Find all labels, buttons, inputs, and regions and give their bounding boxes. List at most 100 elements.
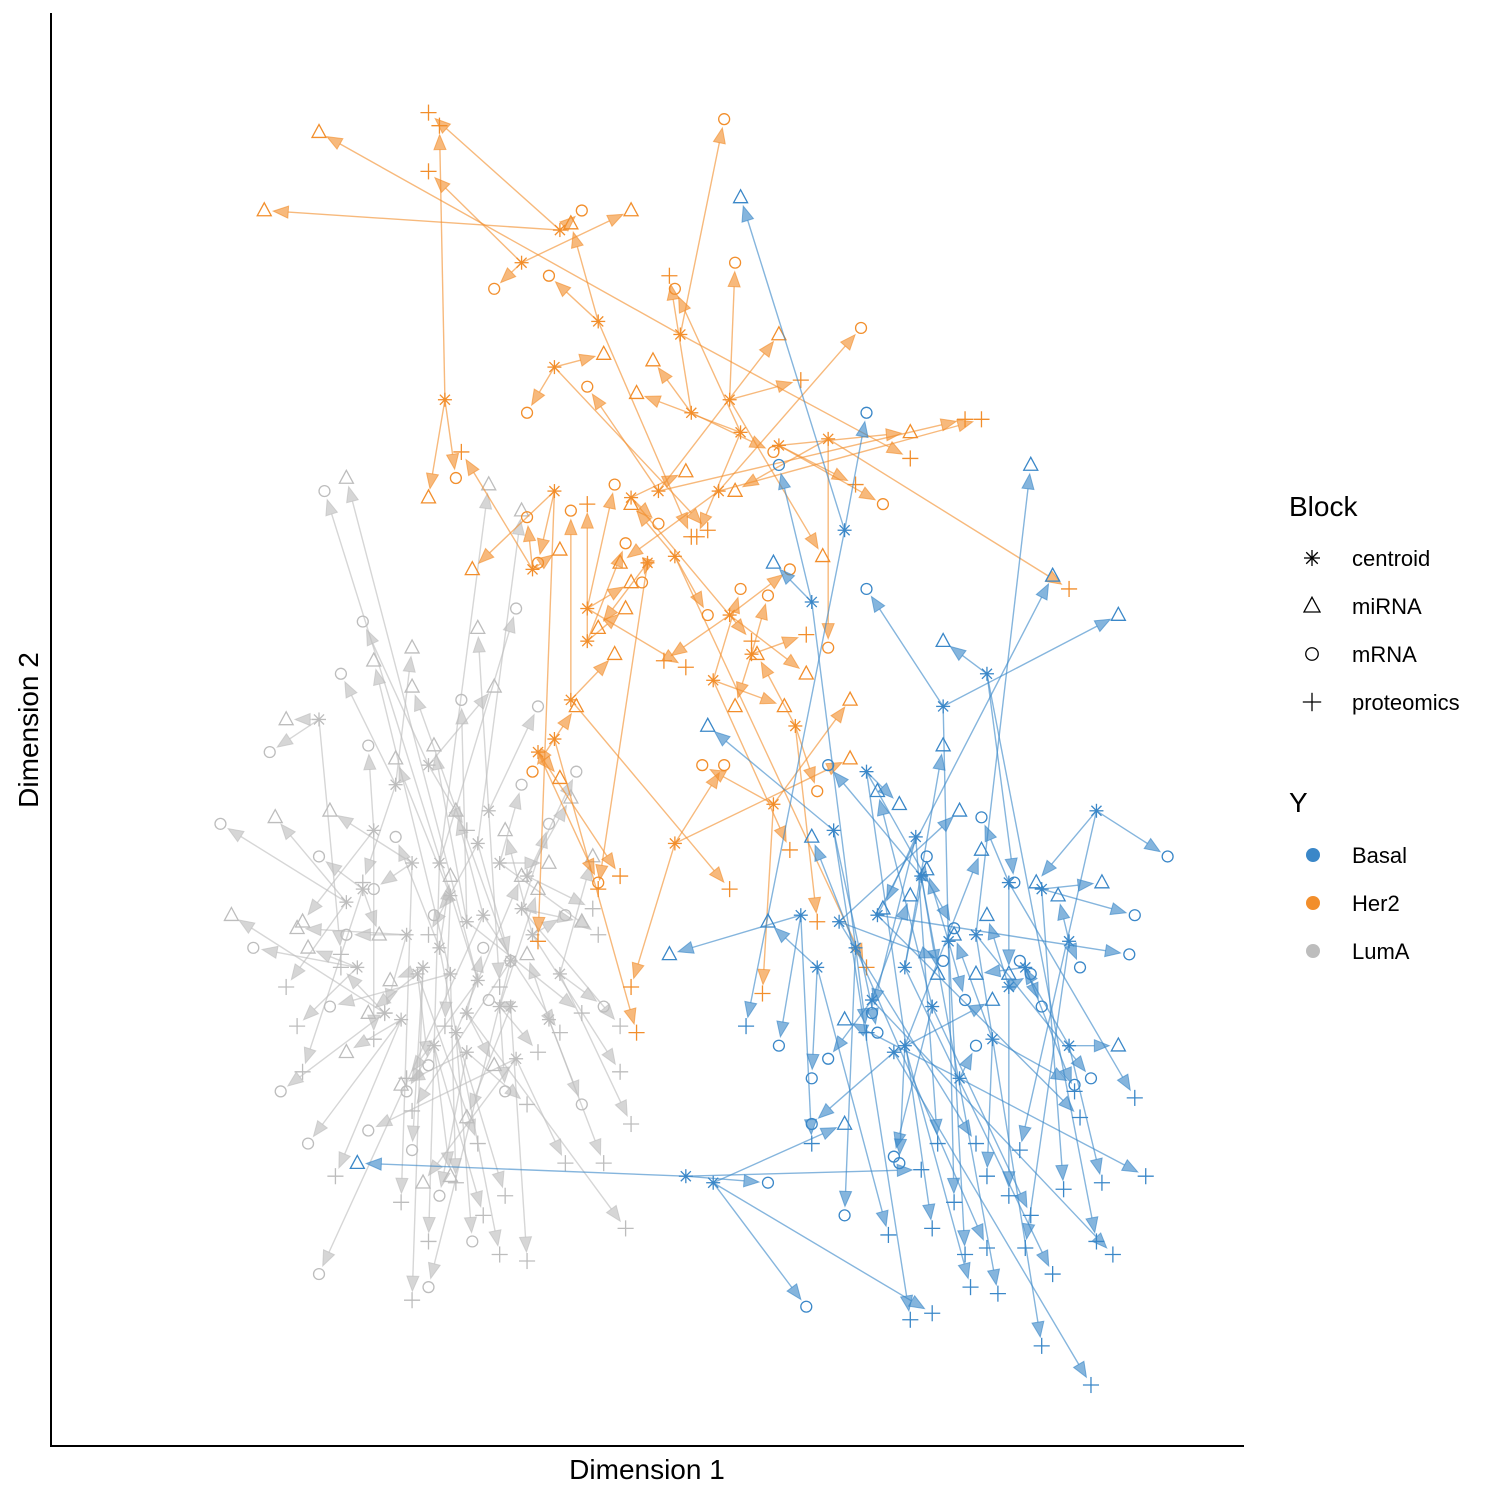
arrowhead-basal-21-mrna bbox=[958, 1052, 973, 1071]
point-basal-4-mrna bbox=[800, 1300, 813, 1313]
point-basal-11-mirna bbox=[935, 736, 952, 752]
point-luma-6-centroid bbox=[399, 927, 414, 942]
arrow-basal-22-mrna bbox=[899, 1045, 906, 1140]
arrowhead-her2-22-mirna bbox=[606, 586, 625, 601]
point-luma-4-mrna bbox=[509, 602, 523, 615]
point-basal-30-proteomics bbox=[1066, 1083, 1083, 1100]
point-luma-14-centroid bbox=[421, 758, 436, 773]
arrowhead-her2-28-mirna bbox=[759, 691, 778, 705]
point-luma-24-mrna bbox=[515, 778, 528, 791]
arrowhead-luma-27-proteomics bbox=[395, 1177, 409, 1195]
point-luma-30-centroid bbox=[388, 777, 403, 792]
point-her2-7-mrna bbox=[542, 269, 556, 282]
point-her2-14-mrna bbox=[635, 576, 649, 589]
arrow-basal-17-mrna bbox=[899, 1006, 933, 1134]
legend-plus-icon bbox=[1302, 692, 1322, 712]
point-luma-8-mirna bbox=[223, 906, 240, 922]
arrow-luma-7-proteomics bbox=[526, 875, 572, 899]
arrowhead-her2-28-mrna bbox=[727, 596, 740, 615]
point-basal-10-mirna bbox=[803, 827, 820, 843]
arrow-luma-3-mrna bbox=[433, 960, 512, 1265]
arrowhead-her2-5-mrna bbox=[499, 267, 517, 284]
point-luma-5-mrna bbox=[312, 1267, 326, 1281]
arrowhead-basal-19-proteomics bbox=[922, 1203, 936, 1221]
point-luma-22-mrna bbox=[405, 1143, 419, 1157]
arrow-basal-9-mirna bbox=[725, 740, 835, 831]
arrowhead-luma-13-proteomics bbox=[601, 1047, 617, 1066]
point-her2-11-mrna bbox=[520, 511, 534, 524]
arrow-basal-20-proteomics bbox=[1041, 889, 1063, 1166]
point-luma-21-centroid bbox=[552, 966, 567, 981]
point-luma-1-mrna bbox=[422, 1059, 435, 1072]
arrowhead-luma-16-mrna bbox=[375, 1113, 394, 1128]
legend-y-item-basal: Basal bbox=[1306, 843, 1407, 868]
arrowhead-basal-24-mirna bbox=[1041, 859, 1058, 877]
arrowhead-her2-10-mirna bbox=[578, 353, 597, 367]
arrowhead-luma-15-mirna bbox=[307, 898, 323, 916]
legend-dot-icon bbox=[1306, 896, 1320, 910]
arrow-basal-27-mrna bbox=[990, 839, 1010, 883]
point-luma-18-centroid bbox=[394, 1012, 409, 1027]
point-luma-32-proteomics bbox=[475, 1207, 492, 1224]
series-basal bbox=[349, 188, 1174, 1394]
arrow-her2-10-proteomics bbox=[553, 366, 692, 514]
arrow-basal-13-proteomics bbox=[871, 999, 1097, 1238]
arrow-luma-18-mirna bbox=[366, 1018, 402, 1041]
arrow-luma-29-mirna bbox=[403, 780, 452, 896]
point-her2-9-mirna bbox=[902, 423, 919, 439]
arrow-basal-13-mrna bbox=[841, 999, 873, 1040]
arrowhead-basal-16-mirna bbox=[778, 568, 796, 586]
arrow-her2-20-mrna bbox=[750, 618, 763, 655]
point-luma-14-proteomics bbox=[458, 822, 475, 839]
arrowhead-luma-19-mirna bbox=[505, 883, 519, 902]
point-her2-5-mirna bbox=[622, 201, 640, 217]
arrowhead-basal-28-mrna bbox=[1049, 1067, 1068, 1082]
point-basal-17-centroid bbox=[925, 999, 940, 1014]
arrowhead-basal-26-proteomics bbox=[929, 1118, 943, 1136]
point-basal-10-proteomics bbox=[978, 1239, 995, 1257]
arrow-basal-6-mrna bbox=[879, 608, 944, 707]
arrow-basal-12-proteomics bbox=[838, 921, 964, 1124]
arrowhead-luma-34-proteomics bbox=[303, 1046, 317, 1065]
arrowhead-luma-32-mirna bbox=[440, 1151, 455, 1169]
arrowhead-luma-8-mrna bbox=[286, 1071, 305, 1087]
arrowhead-her2-16-proteomics bbox=[600, 851, 616, 870]
arrowhead-luma-23-proteomics bbox=[302, 1004, 320, 1021]
arrow-basal-0-proteomics bbox=[750, 530, 846, 1003]
point-her2-22-mirna bbox=[622, 573, 640, 589]
arrow-luma-33-mrna bbox=[488, 727, 529, 812]
arrowhead-luma-8-mirna bbox=[237, 919, 256, 935]
arrowhead-luma-21-proteomics bbox=[614, 1098, 628, 1118]
point-luma-24-proteomics bbox=[590, 926, 607, 943]
arrow-her2-0-mrna bbox=[679, 142, 721, 335]
arrowhead-luma-27-mrna bbox=[380, 869, 398, 885]
arrow-her2-8-mrna bbox=[684, 310, 742, 433]
arrow-basal-7-mrna bbox=[986, 673, 1012, 859]
point-luma-5-centroid bbox=[476, 908, 491, 923]
arrow-basal-16-mrna bbox=[783, 488, 813, 603]
point-her2-15-centroid bbox=[722, 608, 737, 623]
point-her2-3-centroid bbox=[722, 392, 737, 407]
point-her2-2-proteomics bbox=[431, 117, 448, 134]
arrow-luma-31-mirna bbox=[534, 976, 550, 1020]
arrow-her2-12-mrna bbox=[690, 412, 753, 443]
legend-y-item-luma: LumA bbox=[1306, 939, 1410, 964]
point-luma-34-centroid bbox=[355, 882, 370, 897]
arrowhead-basal-5-proteomics bbox=[1031, 1320, 1045, 1339]
arrow-basal-18-proteomics bbox=[920, 875, 995, 1271]
point-her2-8-mrna bbox=[668, 282, 681, 295]
arrow-her2-21-mrna bbox=[674, 785, 712, 844]
point-basal-3-mirna bbox=[349, 1154, 366, 1170]
arrowhead-her2-15-mrna bbox=[766, 573, 784, 590]
point-luma-0-proteomics bbox=[278, 978, 295, 996]
point-luma-4-proteomics bbox=[420, 1233, 437, 1250]
point-her2-27-mirna bbox=[677, 462, 694, 478]
arrowhead-luma-13-mirna bbox=[504, 837, 518, 856]
point-luma-3-proteomics bbox=[404, 1102, 421, 1119]
arrowhead-basal-29-proteomics bbox=[957, 1229, 971, 1247]
point-her2-16-mrna bbox=[592, 876, 605, 889]
point-her2-12-centroid bbox=[684, 405, 699, 420]
point-her2-19-centroid bbox=[580, 634, 595, 649]
point-basal-30-mrna bbox=[1035, 1000, 1048, 1013]
point-her2-25-centroid bbox=[547, 732, 562, 747]
